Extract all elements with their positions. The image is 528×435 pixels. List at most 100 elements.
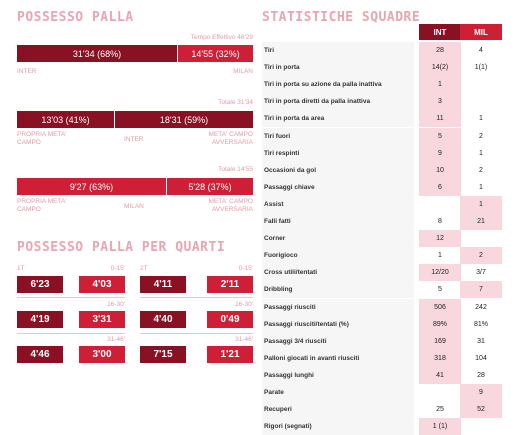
int-value: 8: [438, 218, 442, 225]
int-value: 5: [438, 286, 442, 294]
mil-value: 3/7: [476, 269, 486, 277]
milan-opponent-half-label: META' CAMPO AVVERSARIA: [208, 198, 253, 213]
stat-label: Tiri respinti: [262, 144, 414, 162]
q3-inter-time: 4'46: [17, 346, 63, 363]
mil-value: [460, 230, 502, 247]
possession-title: POSSESSO PALLA: [17, 10, 134, 25]
stats-row: Cross utili/tentati 12/20 3/7: [262, 264, 502, 282]
stat-label: Passaggi lunghi: [262, 366, 414, 384]
q4-inter-time: 4'11: [140, 276, 186, 293]
inter-own-half-label: PROPRIA META' CAMPO: [17, 131, 67, 146]
milan-own-half-bar: 9'27 (63%): [17, 178, 166, 195]
mil-value: 7: [460, 281, 502, 299]
stats-row: Recuperi 25 52: [262, 401, 502, 419]
stat-label: Assist: [262, 195, 414, 213]
int-value: 14(2): [419, 59, 461, 77]
mil-value: 2: [479, 132, 483, 140]
int-value: 506: [419, 298, 461, 316]
stat-label: Fuorigioco: [262, 247, 414, 265]
int-value: [419, 196, 461, 213]
milan-possession-bar: 14'55 (32%): [178, 45, 253, 62]
stats-row: Corner 12: [262, 230, 502, 248]
stats-row: Tiri respinti 9 1: [262, 144, 502, 162]
stat-label: Passaggi riusciti/tentati (%): [262, 315, 414, 333]
mil-value: 31: [477, 337, 485, 345]
mil-value: 1: [479, 115, 483, 123]
stats-row: Palloni giocati in avanti riusciti 318 104: [262, 349, 502, 367]
mil-column-header: MIL: [460, 24, 502, 40]
inter-opponent-half-label: META' CAMPO AVVERSARIA: [208, 131, 253, 146]
int-value: 12/20: [419, 264, 461, 282]
range-label: 16-30': [235, 301, 253, 308]
inter-own-half-bar: 13'03 (41%): [17, 111, 114, 128]
milan-team-label: MILAN: [233, 68, 253, 75]
stat-label: Rigori (segnati): [262, 418, 414, 435]
stats-row: Tiri in porta su azione da palla inattiv…: [262, 76, 502, 94]
stat-label: Passaggi 3/4 riusciti: [262, 332, 414, 350]
int-value: 1: [419, 76, 461, 94]
mil-value: 28: [477, 371, 485, 379]
int-value: 1: [438, 252, 442, 260]
stats-row: Passaggi riusciti/tentati (%) 89% 81%: [262, 315, 502, 333]
stats-title: STATISTICHE SQUADRE: [262, 10, 421, 25]
milan-total-label: Totale 14'55: [218, 166, 253, 173]
stats-row: Tiri in porta 14(2) 1(1): [262, 59, 502, 77]
int-value: 28: [419, 42, 461, 59]
int-value: 6: [419, 178, 461, 196]
int-value: 11: [419, 110, 461, 128]
stats-row: Assist 1: [262, 195, 502, 213]
stats-row: Passaggi riusciti 506 242: [262, 298, 502, 316]
second-half-label: 2T: [140, 265, 148, 272]
stat-label: Tiri fuori: [262, 127, 414, 145]
milan-half-team-label: MILAN: [124, 203, 144, 210]
effective-time-label: Tempo Effettivo 46'29: [190, 34, 253, 41]
stats-row: Fuorigioco 1 2: [262, 247, 502, 265]
mil-value: [460, 76, 502, 93]
stats-row: Passaggi chiave 6 1: [262, 178, 502, 196]
stats-row: Tiri fuori 5 2: [262, 127, 502, 145]
mil-value: 9: [460, 384, 502, 401]
stat-label: Dribbling: [262, 281, 414, 299]
int-value: 10: [419, 161, 461, 179]
mil-value: 1: [479, 183, 483, 191]
mil-value: 21: [460, 213, 502, 230]
milan-own-half-label: PROPRIA META' CAMPO: [17, 198, 67, 213]
mil-value: 1(1): [474, 64, 488, 72]
milan-opponent-half-bar: 5'28 (37%): [167, 178, 253, 195]
stat-label: Parate: [262, 384, 414, 401]
stat-label: Tiri in porta diretti da palla inattiva: [262, 93, 414, 111]
q6-milan-time: 1'21: [207, 346, 253, 363]
int-value: 169: [419, 332, 461, 350]
mil-value: 242: [475, 303, 487, 311]
mil-value: [460, 93, 502, 110]
int-value: 41: [419, 366, 461, 384]
inter-total-label: Totale 31'34: [218, 99, 253, 106]
int-value: 5: [419, 127, 461, 145]
stat-label: Tiri: [262, 42, 414, 59]
int-value: 12: [419, 230, 461, 248]
mil-value: 4: [479, 47, 483, 54]
mil-value: 2: [479, 166, 483, 174]
stat-label: Falli fatti: [262, 213, 414, 230]
q5-milan-time: 0'49: [207, 311, 253, 328]
int-value: 25: [436, 406, 444, 414]
stat-label: Passaggi chiave: [262, 178, 414, 196]
mil-value: 104: [475, 354, 487, 362]
q2-inter-time: 4'19: [17, 311, 63, 328]
stat-label: Corner: [262, 230, 414, 248]
range-label: 31-46': [235, 336, 253, 343]
q1-milan-time: 4'03: [79, 276, 125, 293]
stat-label: Passaggi riusciti: [262, 298, 414, 316]
stat-label: Recuperi: [262, 401, 414, 419]
q3-milan-time: 3'00: [79, 346, 125, 363]
stats-row: Occasioni da gol 10 2: [262, 161, 502, 179]
stat-label: Occasioni da gol: [262, 161, 414, 179]
q6-inter-time: 7'15: [140, 346, 186, 363]
mil-value: 52: [460, 401, 502, 419]
q1-inter-time: 6'23: [17, 276, 63, 293]
inter-half-team-label: INTER: [124, 136, 144, 143]
stat-label: Tiri in porta da area: [262, 110, 414, 128]
range-label: 0-15': [238, 265, 253, 272]
q4-milan-time: 2'11: [207, 276, 253, 293]
int-value: 3: [419, 93, 461, 111]
